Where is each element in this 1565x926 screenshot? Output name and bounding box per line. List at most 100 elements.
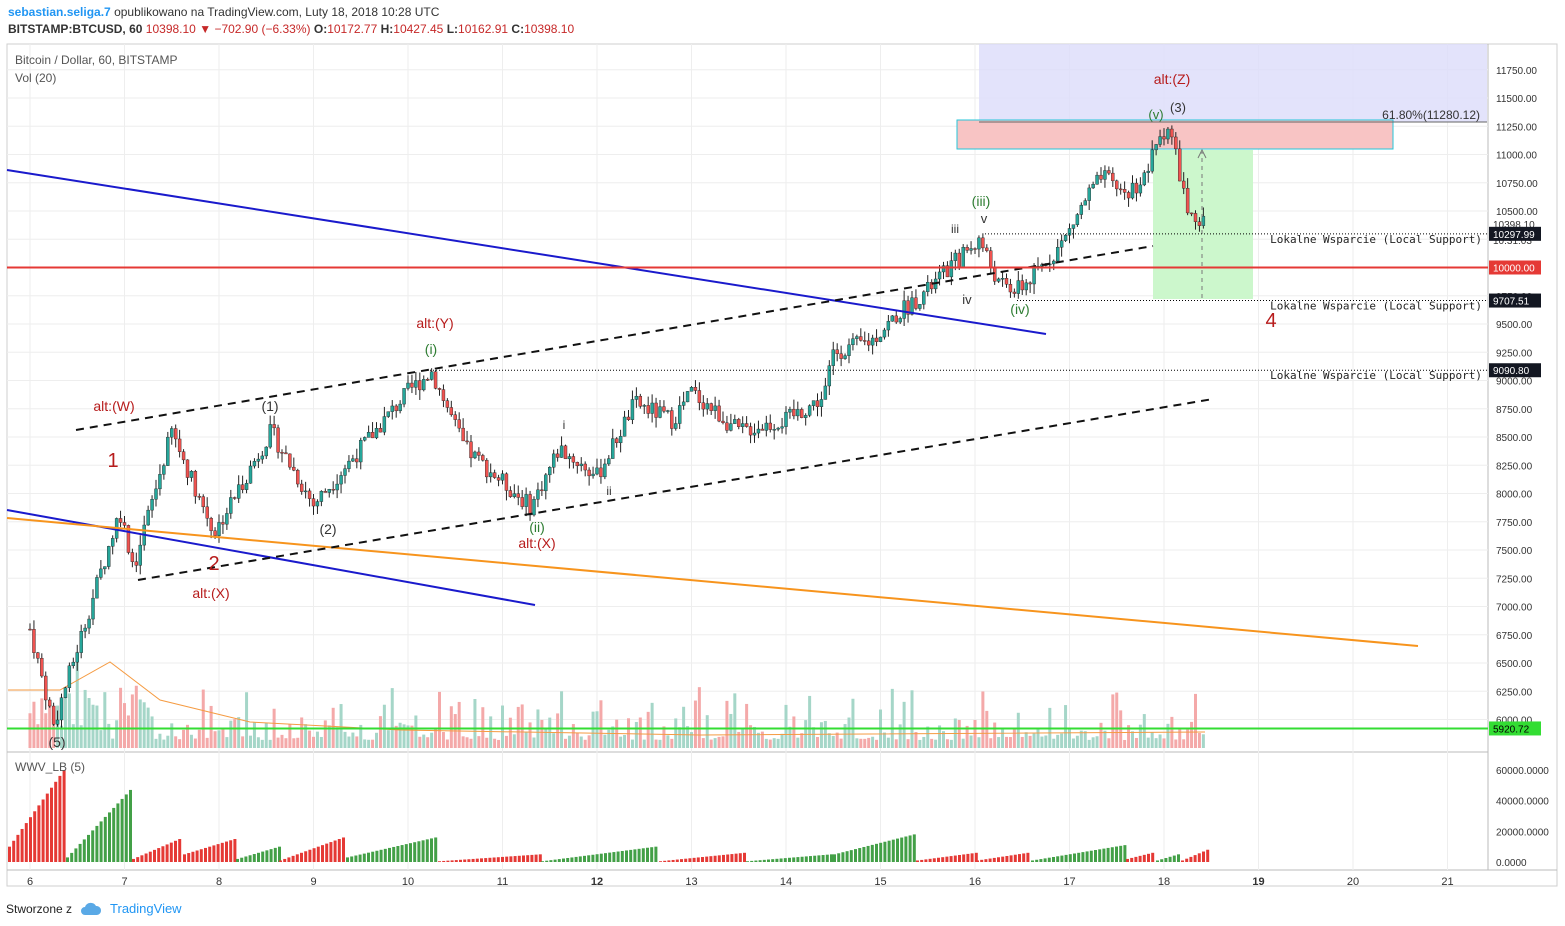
tradingview-link[interactable]: TradingView	[110, 901, 182, 916]
wwv-bar	[300, 852, 303, 862]
wwv-bar	[195, 850, 199, 862]
volume-bar	[599, 700, 603, 748]
wwv-bar	[1115, 846, 1118, 862]
trendline-blue-upper	[6, 169, 1047, 335]
volume-bar	[827, 733, 831, 748]
candle	[1130, 182, 1135, 199]
volume-bar	[524, 731, 528, 748]
candle	[1067, 228, 1072, 236]
volume-bar	[382, 704, 386, 748]
wave-label: (i)	[425, 341, 437, 357]
candle	[170, 428, 174, 438]
wwv-indicator-label[interactable]: WWV_LB (5)	[15, 760, 86, 774]
wwv-bar	[883, 841, 887, 862]
author-name[interactable]: sebastian.seliga.7	[8, 5, 111, 19]
candle	[71, 661, 76, 667]
wwv-bar	[887, 840, 891, 862]
wwv-bar	[252, 854, 256, 862]
volume-bar	[650, 702, 654, 748]
volume-bar	[737, 731, 741, 748]
candle	[1000, 278, 1005, 280]
volume-bar	[75, 651, 79, 748]
candle	[343, 468, 347, 476]
wwv-bar	[813, 855, 817, 862]
wwv-bar	[875, 843, 878, 862]
volume-bar	[1083, 731, 1087, 748]
volume-bar	[839, 738, 843, 748]
wwv-bar	[738, 853, 742, 862]
candle	[992, 267, 997, 282]
candle	[433, 371, 438, 389]
volume-bar	[957, 720, 961, 748]
candle	[1055, 247, 1060, 262]
candle	[189, 470, 194, 478]
volume-bar	[308, 730, 312, 748]
volume-bar	[1024, 732, 1028, 748]
wwv-tick-label: 40000.0000	[1496, 797, 1549, 808]
volume-bar	[319, 736, 323, 748]
price-tick-label: 6000.00	[1496, 716, 1533, 727]
close-value: 10398.10	[524, 22, 575, 36]
volume-bar	[1174, 739, 1178, 748]
volume-bar	[229, 720, 233, 748]
candle	[536, 489, 540, 500]
wwv-bar	[976, 860, 979, 862]
volume-bar	[280, 734, 284, 748]
candle	[894, 315, 898, 323]
wwv-bar	[779, 858, 783, 862]
volume-bar	[1012, 728, 1016, 748]
wwv-bar	[783, 858, 787, 862]
wwv-bar	[371, 851, 375, 862]
volume-bar	[438, 691, 441, 748]
price-tick-label: 11500.00	[1496, 94, 1537, 105]
volume-bar	[288, 724, 292, 748]
wwv-bar	[383, 848, 387, 862]
candle	[323, 491, 328, 493]
volume-bar	[312, 736, 315, 748]
volume-bar	[918, 739, 922, 748]
trendline-orange	[6, 517, 1419, 647]
candle	[532, 499, 536, 516]
volume-bar	[764, 738, 768, 748]
volume-bar	[32, 701, 36, 748]
volume-bar	[1127, 725, 1131, 748]
wwv-bar	[492, 857, 496, 862]
candle	[378, 428, 383, 433]
price-tick-label: 8750.00	[1496, 405, 1533, 416]
wwv-bar	[713, 855, 717, 862]
volume-bar	[130, 694, 134, 748]
volume-bar	[713, 738, 717, 748]
volume-bar	[335, 727, 339, 748]
wwv-bar	[54, 781, 58, 862]
wwv-bar	[717, 855, 721, 862]
candle	[528, 494, 532, 516]
volume-bar	[906, 739, 910, 748]
volume-bar	[371, 739, 375, 748]
candle	[79, 631, 83, 653]
wwv-bar	[1056, 856, 1060, 862]
wwv-bar	[1001, 856, 1005, 862]
volume-bar	[682, 706, 686, 748]
candle	[158, 474, 162, 490]
candle	[1166, 128, 1170, 140]
volume-bar	[540, 719, 544, 748]
time-tick-label: 12	[591, 876, 603, 888]
wwv-bar	[333, 840, 337, 862]
volume-bar	[1201, 734, 1205, 748]
volume-bar	[768, 739, 772, 748]
candle	[638, 395, 643, 407]
candle	[154, 488, 158, 500]
wwv-bar	[945, 856, 949, 862]
wwv-bar	[50, 787, 53, 862]
candle	[1099, 174, 1103, 180]
wwv-bar	[45, 793, 49, 862]
candle	[91, 597, 95, 620]
candle	[1189, 212, 1194, 215]
volume-indicator-label[interactable]: Vol (20)	[15, 71, 57, 85]
volume-bar	[186, 724, 189, 748]
volume-bar	[485, 737, 489, 748]
high-label: H:	[380, 22, 394, 36]
candle	[1032, 267, 1036, 285]
volume-bar	[339, 704, 343, 748]
